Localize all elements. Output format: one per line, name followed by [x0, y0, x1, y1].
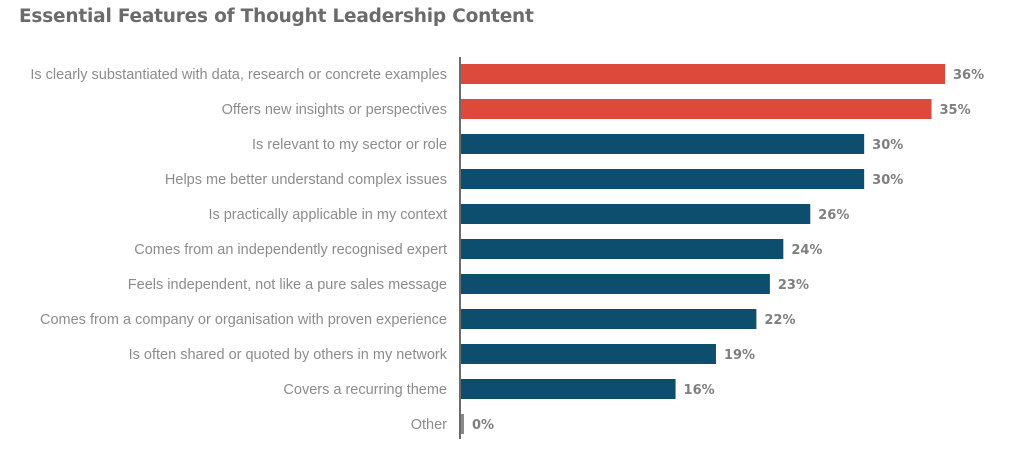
- category-label: Helps me better understand complex issue…: [165, 172, 447, 188]
- bar: [460, 414, 464, 434]
- value-label: 23%: [778, 278, 809, 293]
- bars-layer: Is clearly substantiated with data, rese…: [30, 64, 984, 434]
- bar: [460, 274, 770, 294]
- value-label: 19%: [724, 348, 755, 363]
- value-label: 26%: [818, 208, 849, 223]
- value-label: 35%: [940, 103, 971, 118]
- category-label: Feels independent, not like a pure sales…: [128, 277, 447, 293]
- category-label: Is relevant to my sector or role: [252, 137, 447, 153]
- chart-title: Essential Features of Thought Leadership…: [19, 6, 534, 27]
- bar: [460, 99, 932, 119]
- category-label: Is clearly substantiated with data, rese…: [30, 67, 447, 83]
- category-label: Comes from a company or organisation wit…: [40, 312, 447, 328]
- category-label: Offers new insights or perspectives: [222, 102, 447, 118]
- value-label: 0%: [472, 418, 494, 433]
- bar: [460, 379, 676, 399]
- value-label: 30%: [872, 173, 903, 188]
- category-label: Is often shared or quoted by others in m…: [129, 347, 448, 363]
- value-label: 22%: [764, 313, 795, 328]
- category-label: Comes from an independently recognised e…: [134, 242, 447, 258]
- bar: [460, 134, 865, 154]
- bar: [460, 344, 716, 364]
- value-label: 24%: [791, 243, 822, 258]
- category-label: Covers a recurring theme: [283, 382, 447, 398]
- bar: [460, 204, 811, 224]
- category-label: Is practically applicable in my context: [208, 207, 447, 223]
- bar: [460, 169, 865, 189]
- value-label: 30%: [872, 138, 903, 153]
- category-label: Other: [411, 417, 447, 433]
- bar: [460, 239, 784, 259]
- bar: [460, 309, 757, 329]
- value-label: 36%: [953, 68, 984, 83]
- bar: [460, 64, 945, 84]
- value-label: 16%: [684, 383, 715, 398]
